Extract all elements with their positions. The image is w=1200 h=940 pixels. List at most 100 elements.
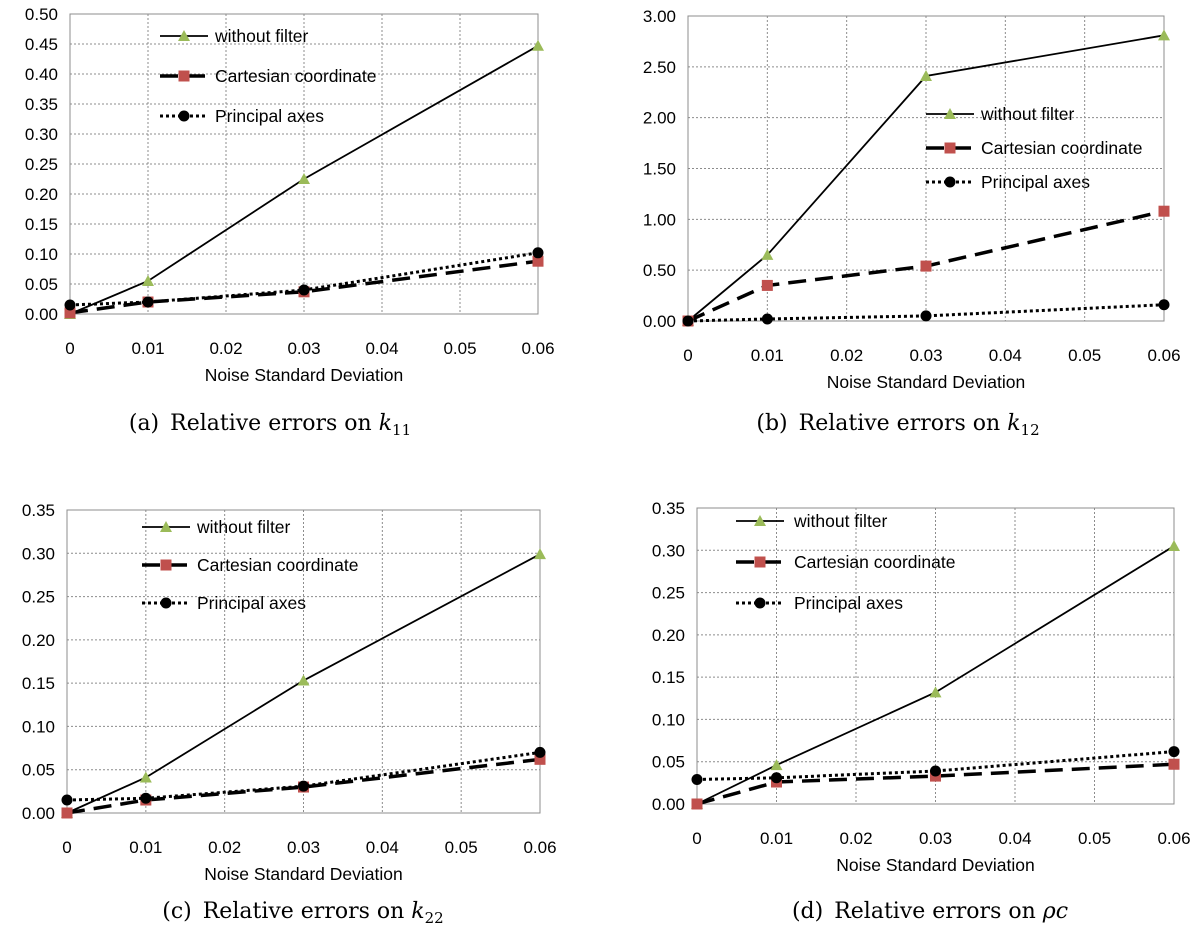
y-tick-label: 0.10 (25, 245, 58, 264)
x-tick-label: 0.02 (839, 829, 872, 848)
data-point (770, 759, 783, 771)
data-point (920, 310, 932, 322)
data-point (140, 792, 152, 804)
y-tick-label: 0.00 (25, 305, 58, 324)
y-tick-label: 0.20 (652, 626, 685, 645)
data-point (1158, 205, 1170, 217)
legend-label: without filter (980, 104, 1075, 124)
legend-label: Cartesian coordinate (981, 138, 1142, 158)
x-tick-label: 0.01 (751, 346, 784, 365)
data-point (761, 279, 773, 291)
x-tick-label: 0.06 (1147, 346, 1180, 365)
x-tick-label: 0.06 (523, 838, 556, 857)
legend-label: Cartesian coordinate (215, 66, 376, 86)
plot-frame (66, 509, 541, 814)
legend-marker (754, 556, 766, 568)
subfigure-caption: (a) Relative errors on k11 (129, 411, 411, 439)
data-point (1168, 746, 1180, 758)
subfigure-caption: (c) Relative errors on k22 (162, 899, 443, 927)
series-line (66, 757, 541, 815)
y-tick-label: 0.05 (25, 275, 58, 294)
y-tick-label: 0.30 (652, 541, 685, 560)
legend-marker (160, 597, 172, 609)
x-tick-label: 0.05 (1078, 829, 1111, 848)
legend-label: without filter (214, 26, 309, 46)
legend: without filter Cartesian coordinate Princi… (926, 104, 1142, 192)
data-point (920, 69, 932, 81)
data-point (298, 284, 310, 296)
y-tick-label: 3.00 (643, 7, 676, 26)
legend-marker (178, 30, 190, 41)
y-tick-label: 1.00 (643, 210, 676, 229)
subfigure-caption: (b) Relative errors on k12 (756, 411, 1039, 439)
x-tick-label: 0.06 (1157, 829, 1190, 848)
y-tick-label: 0.25 (652, 584, 685, 603)
legend-label: Principal axes (981, 172, 1090, 192)
legend-label: Cartesian coordinate (197, 555, 358, 575)
plot-frame (696, 507, 1175, 805)
data-point (761, 313, 773, 325)
legend-label: Principal axes (794, 593, 903, 613)
data-point (64, 307, 76, 319)
data-point (139, 771, 152, 783)
data-point (1158, 29, 1170, 41)
legend-marker (178, 110, 190, 122)
x-tick-label: 0.02 (830, 346, 863, 365)
series-line (66, 750, 541, 802)
data-point (61, 807, 73, 819)
legend-marker (754, 515, 766, 526)
legend-marker (754, 597, 766, 609)
chart-panel-a: 0.00 0.05 0.10 0.15 0.20 0.25 0.30 0.35 0.40 0.45… (25, 5, 555, 439)
y-tick-label: 0.15 (652, 668, 685, 687)
legend-label: Principal axes (215, 106, 324, 126)
series-line (687, 34, 1165, 322)
x-axis-label: Noise Standard Deviation (827, 372, 1025, 392)
series-line (69, 45, 539, 315)
legend-marker (160, 521, 172, 532)
x-tick-label: 0.01 (131, 339, 164, 358)
legend-label: Cartesian coordinate (794, 552, 955, 572)
data-point (920, 260, 932, 272)
chart-panel-d: 0.00 0.05 0.10 0.15 0.20 0.25 0.30 0.35 0 0.01 0.0… (652, 499, 1191, 924)
y-tick-label: 0.00 (643, 312, 676, 331)
y-tick-label: 0.35 (22, 501, 55, 520)
y-tick-label: 2.50 (643, 58, 676, 77)
y-tick-label: 0.50 (643, 261, 676, 280)
legend-label: without filter (793, 511, 888, 531)
x-tick-label: 0 (692, 829, 701, 848)
x-tick-label: 0.04 (998, 829, 1031, 848)
data-point (691, 773, 703, 785)
data-point (298, 173, 310, 184)
y-tick-label: 0.45 (25, 35, 58, 54)
data-point (534, 548, 546, 560)
chart-panel-c: 0.00 0.05 0.10 0.15 0.20 0.25 0.30 0.35 0 0.01 0.0… (22, 501, 557, 927)
y-tick-label: 0.35 (25, 95, 58, 114)
x-axis-label: Noise Standard Deviation (205, 365, 403, 385)
legend-label: without filter (196, 517, 291, 537)
legend-label: Principal axes (197, 593, 306, 613)
x-tick-label: 0.05 (443, 339, 476, 358)
legend: without filter Cartesian coordinate Princi… (160, 26, 376, 126)
y-tick-label: 2.00 (643, 109, 676, 128)
y-tick-label: 0.05 (22, 761, 55, 780)
y-tick-label: 0.40 (25, 65, 58, 84)
series-line (696, 545, 1175, 805)
x-tick-label: 0 (62, 838, 71, 857)
y-tick-label: 0.05 (652, 753, 685, 772)
x-tick-label: 0.02 (208, 838, 241, 857)
data-point (142, 275, 154, 286)
legend-marker (178, 70, 190, 82)
x-tick-label: 0.03 (909, 346, 942, 365)
series-line (69, 251, 539, 307)
data-point (1158, 299, 1170, 311)
data-point (298, 780, 309, 792)
legend: without filter Cartesian coordinate Princi… (142, 517, 358, 613)
x-tick-label: 0.02 (209, 339, 242, 358)
x-tick-label: 0.01 (129, 838, 162, 857)
y-tick-label: 0.35 (652, 499, 685, 518)
data-point (771, 772, 782, 784)
y-tick-label: 0.00 (652, 795, 685, 814)
x-tick-label: 0.01 (760, 829, 793, 848)
y-tick-label: 0.25 (22, 588, 55, 607)
y-tick-label: 0.50 (25, 5, 58, 24)
